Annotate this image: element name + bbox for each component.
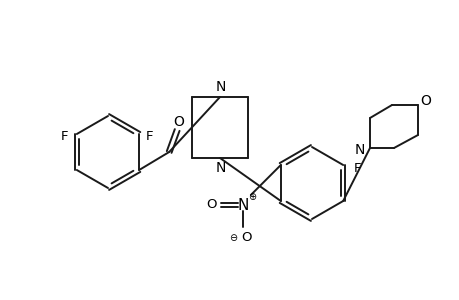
Text: O: O — [241, 232, 252, 244]
Text: N: N — [215, 161, 226, 175]
Text: ⊕: ⊕ — [247, 192, 255, 202]
Text: O: O — [206, 199, 217, 212]
Text: F: F — [145, 130, 152, 142]
Text: ⊖: ⊖ — [228, 233, 236, 243]
Text: F: F — [61, 130, 68, 142]
Text: O: O — [420, 94, 431, 108]
Text: N: N — [215, 80, 226, 94]
Text: F: F — [353, 163, 360, 176]
Text: O: O — [174, 115, 184, 129]
Text: N: N — [354, 143, 364, 157]
Text: N: N — [237, 197, 248, 212]
